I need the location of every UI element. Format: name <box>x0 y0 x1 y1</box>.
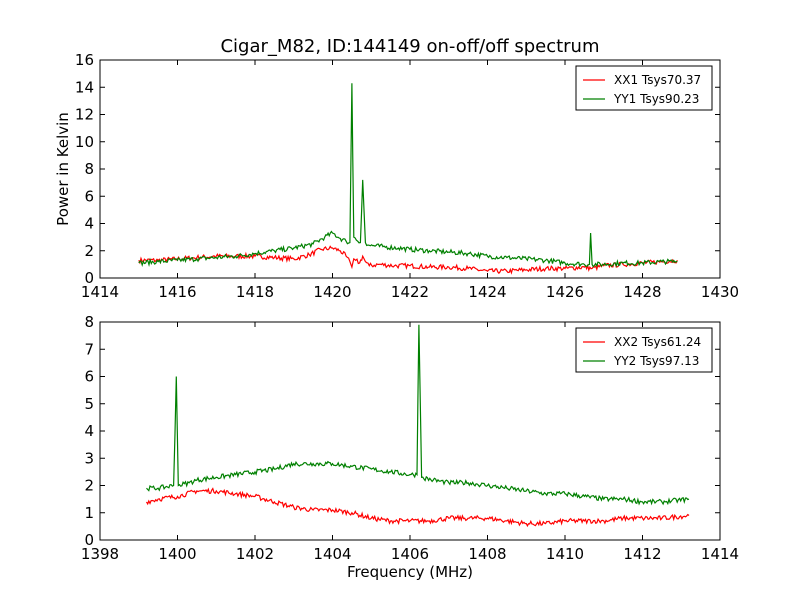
top-panel: 1414 1416 1418 1420 1422 1424 1426 1428 14300246… <box>54 51 739 301</box>
x-tick-label: 1422 <box>391 283 429 301</box>
x-tick-label: 1408 <box>468 545 506 563</box>
y-tick-label: 4 <box>84 422 94 440</box>
x-tick-label: 1424 <box>468 283 506 301</box>
legend-box <box>575 327 713 373</box>
x-tick-label: 1416 <box>158 283 196 301</box>
y-tick-label: 8 <box>84 313 94 331</box>
legend-entry: YY2 Tsys97.13 <box>613 354 699 368</box>
x-tick-label: 1430 <box>701 283 739 301</box>
series-line-2-1 <box>145 487 690 528</box>
y-tick-label: 8 <box>84 160 94 178</box>
y-tick-label: 12 <box>75 106 94 124</box>
series-line-1-2 <box>138 83 678 268</box>
x-tick-label: 1402 <box>236 545 274 563</box>
x-tick-label: 1400 <box>158 545 196 563</box>
x-tick-label: 1404 <box>313 545 351 563</box>
y-tick-label: 7 <box>84 340 94 358</box>
legend-entry: XX1 Tsys70.37 <box>614 73 701 87</box>
y-axis-label: Power in Kelvin <box>54 112 72 226</box>
series-line-2-2 <box>146 324 690 506</box>
y-tick-label: 2 <box>84 242 94 260</box>
legend-entry: XX2 Tsys61.24 <box>614 335 701 349</box>
y-tick-label: 4 <box>84 215 94 233</box>
y-tick-label: 1 <box>84 504 94 522</box>
x-tick-label: 1420 <box>313 283 351 301</box>
y-tick-label: 6 <box>84 368 94 386</box>
y-tick-label: 6 <box>84 187 94 205</box>
bottom-panel: 1398 1400 1402 1404 1406 1408 1410 1412 1414 0 1 2 3… <box>81 313 739 581</box>
x-tick-label: 1428 <box>623 283 661 301</box>
y-tick-label: 10 <box>75 133 94 151</box>
y-tick-label: 14 <box>75 78 94 96</box>
x-axis-label: Frequency (MHz) <box>347 563 473 581</box>
x-tick-label: 1426 <box>546 283 584 301</box>
x-tick-label: 1414 <box>701 545 739 563</box>
x-tick-label: 1414 <box>81 283 119 301</box>
legend-entry: YY1 Tsys90.23 <box>613 92 699 106</box>
x-tick-label: 1418 <box>236 283 274 301</box>
x-tick-label: 1406 <box>391 545 429 563</box>
y-tick-label: 0 <box>84 269 94 287</box>
y-tick-label: 5 <box>84 395 94 413</box>
y-tick-label: 3 <box>84 449 94 467</box>
x-tick-label: 1412 <box>623 545 661 563</box>
y-tick-label: 2 <box>84 477 94 495</box>
x-tick-label: 1410 <box>546 545 584 563</box>
y-tick-label: 0 <box>84 531 94 549</box>
legend-box <box>575 65 713 111</box>
y-tick-label: 16 <box>75 51 94 69</box>
x-tick-label: 1398 <box>81 545 119 563</box>
figure-title: Cigar_M82, ID:144149 on-off/off spectrum <box>220 36 599 57</box>
